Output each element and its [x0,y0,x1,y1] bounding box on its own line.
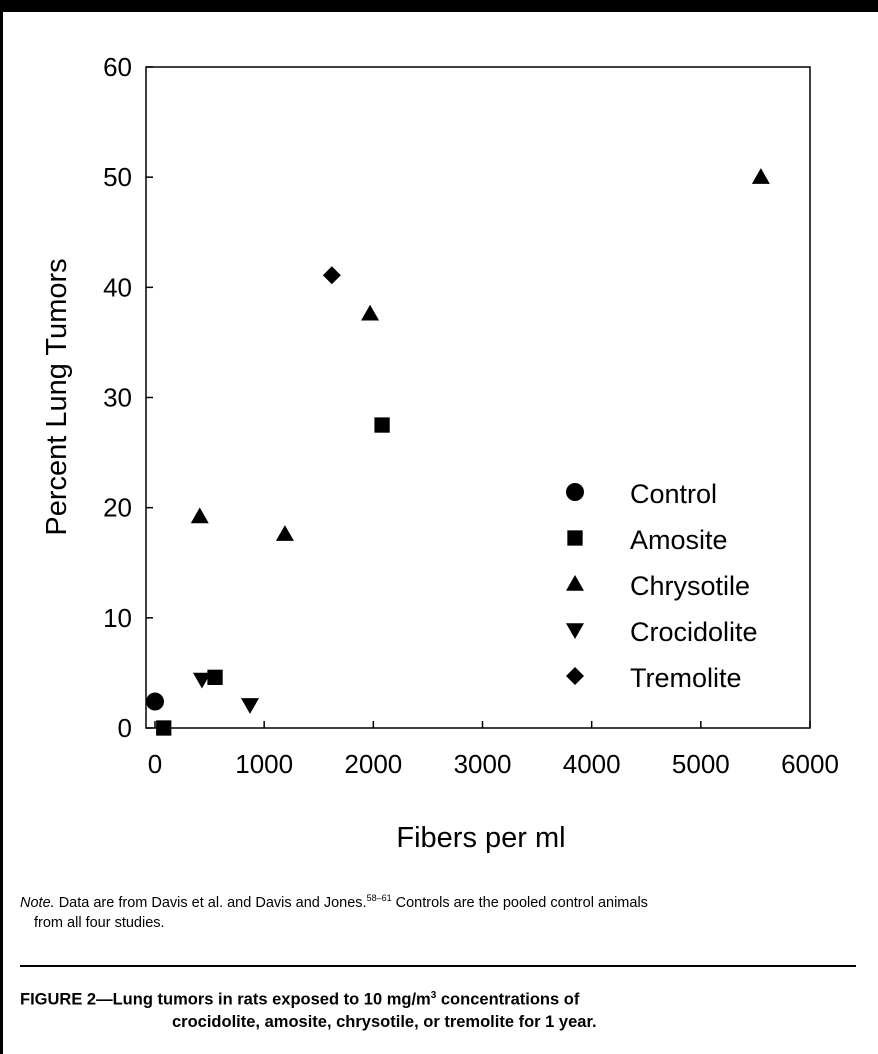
note-reference: 58–61 [366,893,392,903]
x-axis-label: Fibers per ml [396,822,565,854]
legend-marker-crocidolite [566,623,584,639]
legend-marker-amosite [567,530,583,546]
chrysotile-point [190,507,209,524]
caption-suffix: concentrations of [436,990,580,1009]
amosite-point [374,417,390,433]
legend-marker-chrysotile [566,575,584,591]
x-tick-label: 2000 [344,749,402,779]
legend-label-chrysotile: Chrysotile [630,571,750,601]
caption-divider [20,965,856,967]
x-tick-label: 4000 [563,749,621,779]
legend: Control Amosite Chrysotile Crocidolite Tremo… [566,479,758,693]
y-tick-label: 10 [103,603,132,633]
legend-marker-tremolite [566,667,584,685]
legend-label-crocidolite: Crocidolite [630,617,758,647]
legend-label-amosite: Amosite [630,525,728,555]
chrysotile-point [751,168,770,184]
note-text: Data are from Davis et al. and Davis and… [54,894,367,911]
x-tick-label: 5000 [672,749,730,779]
y-tick-label: 20 [103,493,132,523]
x-tick-label: 1000 [235,749,293,779]
crocidolite-point [240,698,259,714]
legend-label-control: Control [630,479,717,509]
top-border [0,0,878,12]
tremolite-point [322,266,341,285]
figure-caption: FIGURE 2—Lung tumors in rats exposed to … [20,985,860,1033]
y-tick-label: 30 [103,383,132,413]
chrysotile-point [275,525,294,541]
amosite-point [207,669,223,685]
legend-label-tremolite: Tremolite [630,663,742,693]
chrysotile-point [361,304,380,321]
scatter-chart: 0 1000 2000 3000 4000 5000 6000 0102030405060 … [41,52,839,854]
y-tick-label: 40 [103,272,132,302]
figure-note: Note. Data are from Davis et al. and Dav… [20,888,860,933]
note-first-line: Note. Data are from Davis et al. and Dav… [20,888,860,913]
note-text-end: Controls are the pooled control animals [391,894,648,911]
y-axis-label: Percent Lung Tumors [41,258,73,535]
data-points [146,168,770,736]
legend-marker-control [566,483,584,501]
y-tick-label: 60 [103,52,132,82]
caption-prefix: FIGURE 2—Lung tumors in rats exposed to … [20,990,431,1009]
caption-line-1: FIGURE 2—Lung tumors in rats exposed to … [20,985,860,1011]
x-axis-ticks: 0 1000 2000 3000 4000 5000 6000 [148,721,839,779]
note-lead: Note. [20,894,55,911]
left-border [0,0,3,1054]
crocidolite-point [192,672,211,689]
note-second-line: from all four studies. [34,914,165,931]
y-axis-ticks: 0 10 20 30 40 50 60 [103,52,153,743]
control-point [146,692,164,711]
x-tick-label: 0 [148,749,162,779]
y-tick-label: 0 [118,713,132,743]
x-tick-label: 6000 [781,749,839,779]
amosite-point [156,720,172,736]
x-tick-label: 3000 [454,749,512,779]
caption-superscript: 3 [430,990,437,1001]
y-tick-label: 50 [103,162,132,192]
caption-line-2: crocidolite, amosite, chrysotile, or tre… [172,1012,597,1031]
